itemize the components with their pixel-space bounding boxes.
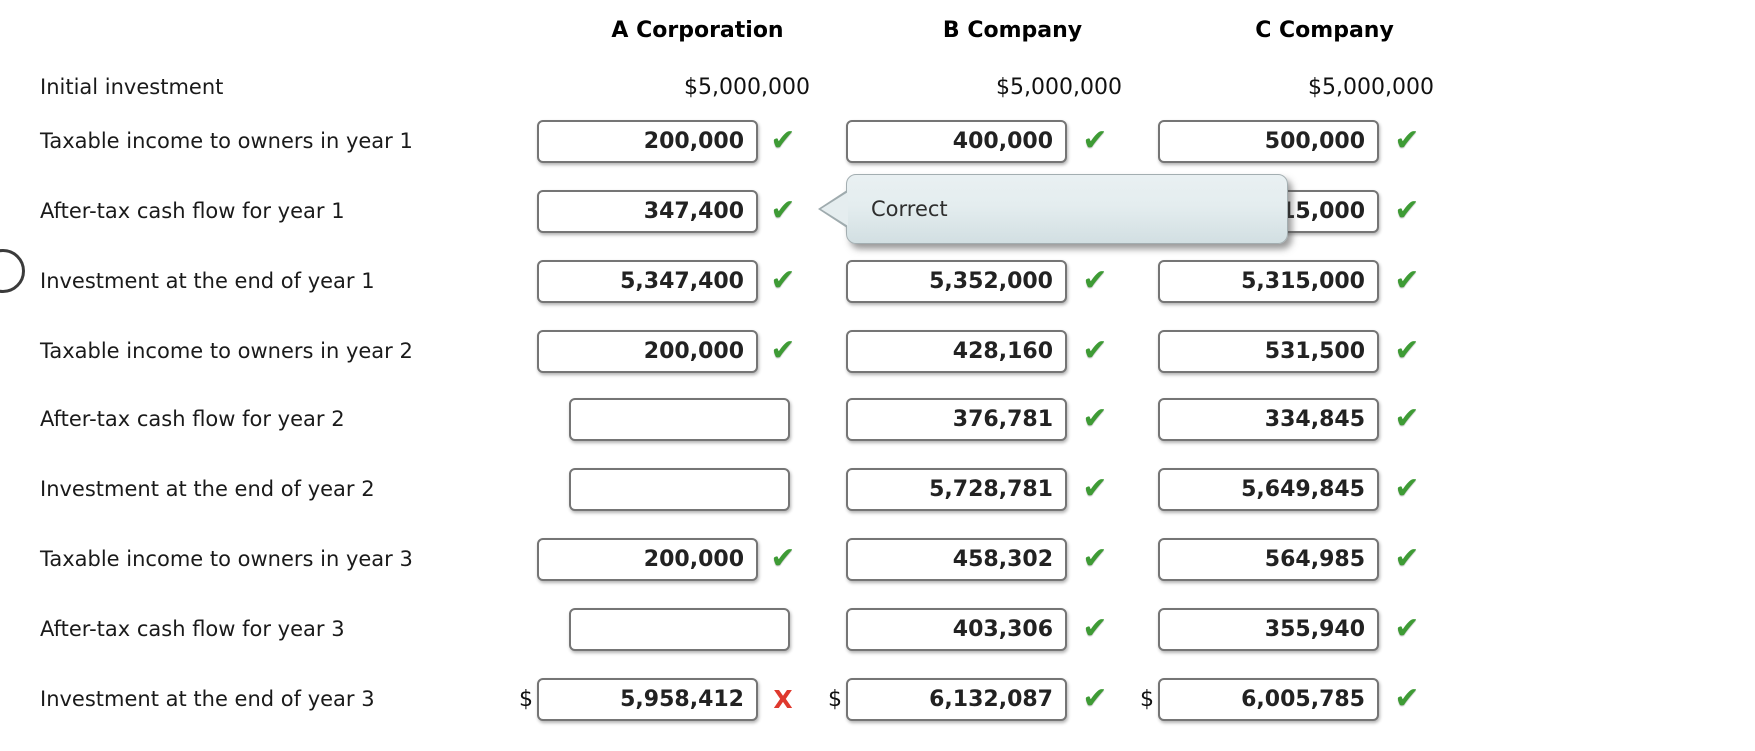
- input-taxable-y3-c[interactable]: [1158, 538, 1379, 581]
- correct-check-icon: ✔: [1082, 681, 1108, 716]
- correct-check-icon: ✔: [1082, 333, 1108, 368]
- correct-check-icon: ✔: [1082, 401, 1108, 436]
- initial-investment-value-c: $5,000,000: [1308, 75, 1434, 100]
- correct-check-icon: ✔: [1082, 471, 1108, 506]
- row-after-tax-cash-flow-year-3: After-tax cash flow for year 3 ✔ ✔: [0, 608, 1755, 651]
- input-investment-y1-a[interactable]: [537, 260, 758, 303]
- row-label: After-tax cash flow for year 3: [40, 617, 345, 641]
- tooltip-text: Correct: [871, 197, 948, 221]
- input-investment-y3-c[interactable]: [1158, 678, 1379, 721]
- input-investment-y2-a[interactable]: [569, 468, 790, 511]
- correct-check-icon: ✔: [770, 123, 796, 158]
- correct-check-icon: ✔: [1394, 123, 1420, 158]
- correct-check-icon: ✔: [1082, 541, 1108, 576]
- correct-check-icon: ✔: [1394, 541, 1420, 576]
- correct-check-icon: ✔: [770, 263, 796, 298]
- correct-check-icon: ✔: [1082, 123, 1108, 158]
- correct-check-icon: ✔: [770, 541, 796, 576]
- tooltip-arrow-icon: [821, 192, 848, 226]
- correct-check-icon: ✔: [1394, 681, 1420, 716]
- row-label: Taxable income to owners in year 1: [40, 129, 413, 153]
- correct-check-icon: ✔: [770, 193, 796, 228]
- row-investment-end-year-1: Investment at the end of year 1 ✔ ✔ ✔: [0, 260, 1755, 303]
- column-header-a-corporation: A Corporation: [611, 18, 784, 43]
- correct-check-icon: ✔: [1082, 611, 1108, 646]
- row-taxable-income-year-3: Taxable income to owners in year 3 ✔ ✔ ✔: [0, 538, 1755, 581]
- input-investment-y3-b[interactable]: [846, 678, 1067, 721]
- dollar-sign: $: [519, 687, 533, 712]
- input-taxable-y2-a[interactable]: [537, 330, 758, 373]
- row-label: Taxable income to owners in year 2: [40, 339, 413, 363]
- correct-check-icon: ✔: [1394, 471, 1420, 506]
- row-initial-investment: Initial investment $5,000,000 $5,000,000…: [0, 66, 1755, 109]
- input-aftertax-y2-b[interactable]: [846, 398, 1067, 441]
- feedback-tooltip: Correct: [818, 174, 1288, 244]
- correct-check-icon: ✔: [1394, 401, 1420, 436]
- row-label: Investment at the end of year 1: [40, 269, 375, 293]
- input-aftertax-y2-a[interactable]: [569, 398, 790, 441]
- input-taxable-y2-c[interactable]: [1158, 330, 1379, 373]
- input-investment-y1-b[interactable]: [846, 260, 1067, 303]
- dollar-sign: $: [1140, 687, 1154, 712]
- input-taxable-y3-b[interactable]: [846, 538, 1067, 581]
- input-aftertax-y3-b[interactable]: [846, 608, 1067, 651]
- input-aftertax-y3-a[interactable]: [569, 608, 790, 651]
- input-taxable-y2-b[interactable]: [846, 330, 1067, 373]
- row-label: Taxable income to owners in year 3: [40, 547, 413, 571]
- row-label: After-tax cash flow for year 2: [40, 407, 345, 431]
- input-investment-y2-b[interactable]: [846, 468, 1067, 511]
- dollar-sign: $: [828, 687, 842, 712]
- row-label: After-tax cash flow for year 1: [40, 199, 345, 223]
- correct-check-icon: ✔: [1394, 611, 1420, 646]
- column-header-c-company: C Company: [1255, 18, 1394, 43]
- row-label: Initial investment: [40, 75, 224, 99]
- row-label: Investment at the end of year 3: [40, 687, 375, 711]
- correct-check-icon: ✔: [1082, 263, 1108, 298]
- correct-check-icon: ✔: [1394, 263, 1420, 298]
- input-taxable-y1-b[interactable]: [846, 120, 1067, 163]
- row-taxable-income-year-1: Taxable income to owners in year 1 ✔ ✔ ✔: [0, 120, 1755, 163]
- column-header-b-company: B Company: [942, 18, 1083, 43]
- input-investment-y2-c[interactable]: [1158, 468, 1379, 511]
- correct-check-icon: ✔: [770, 333, 796, 368]
- input-taxable-y1-a[interactable]: [537, 120, 758, 163]
- row-after-tax-cash-flow-year-2: After-tax cash flow for year 2 ✔ ✔: [0, 398, 1755, 441]
- correct-check-icon: ✔: [1394, 333, 1420, 368]
- initial-investment-value-b: $5,000,000: [996, 75, 1122, 100]
- incorrect-x-icon: X: [773, 685, 793, 714]
- initial-investment-value-a: $5,000,000: [684, 75, 810, 100]
- input-taxable-y3-a[interactable]: [537, 538, 758, 581]
- input-aftertax-y2-c[interactable]: [1158, 398, 1379, 441]
- input-investment-y1-c[interactable]: [1158, 260, 1379, 303]
- row-investment-end-year-2: Investment at the end of year 2 ✔ ✔: [0, 468, 1755, 511]
- correct-check-icon: ✔: [1394, 193, 1420, 228]
- row-taxable-income-year-2: Taxable income to owners in year 2 ✔ ✔ ✔: [0, 330, 1755, 373]
- input-investment-y3-a[interactable]: [537, 678, 758, 721]
- input-aftertax-y1-a[interactable]: [537, 190, 758, 233]
- input-aftertax-y3-c[interactable]: [1158, 608, 1379, 651]
- row-investment-end-year-3: Investment at the end of year 3 $ X $ ✔ …: [0, 678, 1755, 721]
- input-taxable-y1-c[interactable]: [1158, 120, 1379, 163]
- row-label: Investment at the end of year 2: [40, 477, 375, 501]
